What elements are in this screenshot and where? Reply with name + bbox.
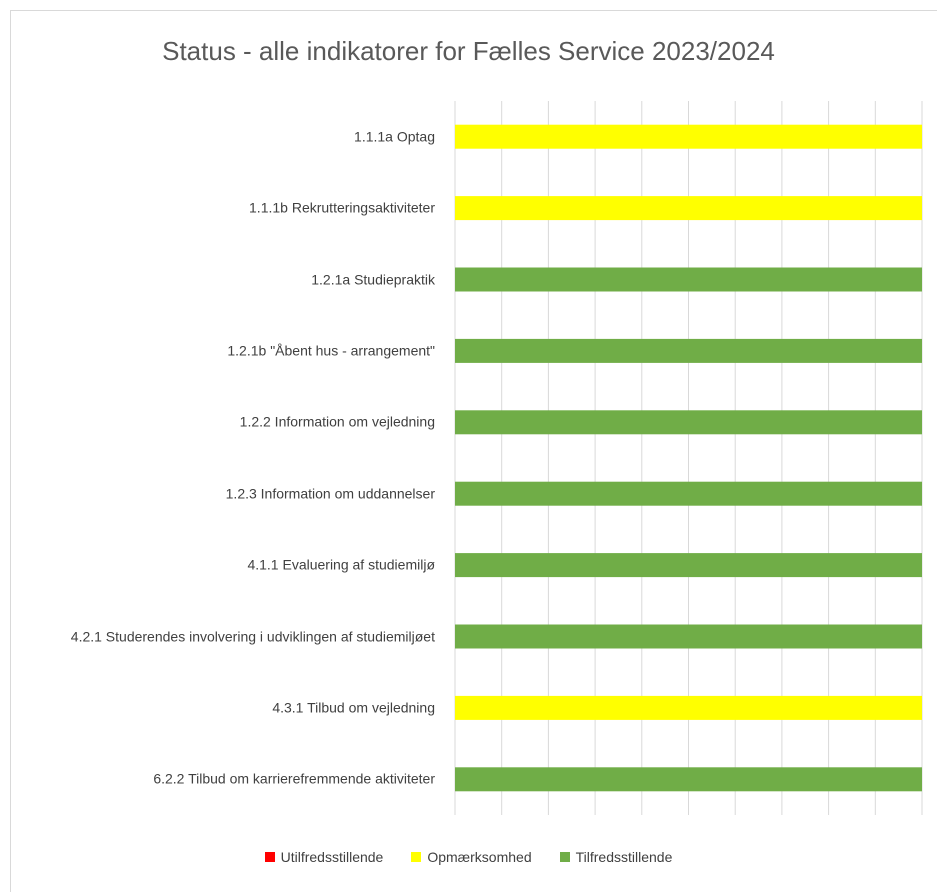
y-tick-label: 1.2.1a Studiepraktik [311, 271, 435, 287]
y-tick-label: 1.1.1b Rekrutteringsaktiviteter [249, 199, 435, 216]
bar-segment [455, 624, 922, 649]
bar-segment [455, 767, 922, 792]
bar-segment [455, 410, 922, 435]
legend-label: Opmærksomhed [427, 849, 532, 865]
bar-segment [455, 695, 922, 720]
y-tick-label: 1.2.3 Information om uddannelser [225, 485, 435, 502]
legend: Utilfredsstillende Opmærksomhed Tilfredsst… [0, 849, 937, 865]
y-tick-label: 4.2.1 Studerendes involvering i udviklin… [70, 628, 435, 644]
legend-item: Utilfredsstillende [264, 849, 384, 865]
bar-segment [455, 196, 922, 221]
y-tick-label: 1.1.1a Optag [354, 128, 435, 145]
legend-swatch [559, 852, 570, 862]
legend-item: Tilfredsstillende [559, 849, 673, 865]
legend-label: Tilfredsstillende [575, 849, 673, 865]
chart-frame [10, 10, 937, 892]
bar-segment [455, 338, 922, 363]
bar-segment [455, 481, 922, 506]
legend-swatch [411, 852, 422, 862]
bar-segment [455, 267, 922, 292]
bar-segment [455, 553, 922, 578]
y-tick-label: 6.2.2 Tilbud om karrierefremmende aktivi… [153, 770, 435, 787]
legend-item: Opmærksomhed [411, 849, 532, 865]
y-tick-label: 1.2.2 Information om vejledning [239, 413, 435, 430]
bar-segment [455, 124, 922, 149]
y-tick-label: 4.1.1 Evaluering af studiemiljø [247, 556, 435, 573]
y-tick-label: 1.2.1b "Åbent hus - arrangement" [227, 342, 435, 359]
y-tick-label: 4.3.1 Tilbud om vejledning [272, 699, 435, 716]
legend-label: Utilfredsstillende [280, 849, 384, 865]
chart-title: Status - alle indikatorer for Fælles Ser… [162, 36, 775, 66]
legend-swatch [264, 852, 275, 862]
